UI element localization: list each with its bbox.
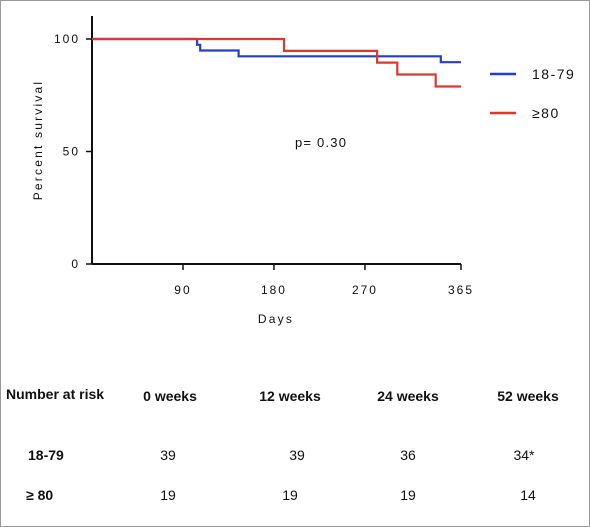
risk-cell: 39 [160, 447, 176, 463]
x-tick-label: 365 [448, 283, 474, 297]
legend-label: ≥80 [532, 105, 560, 121]
risk-col-header: 0 weeks [143, 388, 197, 404]
risk-table-title: Number at risk [6, 386, 105, 402]
p-value-annotation: p= 0.30 [295, 135, 347, 150]
risk-col-header: 52 weeks [497, 388, 559, 404]
y-tick-label: 50 [63, 145, 80, 159]
series-line-2 [92, 37, 461, 88]
chart-ticks: 0 50 100 90 180 270 365 [54, 32, 474, 297]
series-line-1 [92, 37, 461, 64]
risk-col-header: 24 weeks [377, 388, 439, 404]
survival-chart: 0 50 100 90 180 270 365 p= 0.30 Percent surviv… [31, 16, 575, 326]
risk-row-label: ≥ 80 [26, 487, 54, 503]
x-tick-label: 90 [174, 283, 191, 297]
risk-cell: 14 [520, 487, 536, 503]
chart-legend: 18-79 ≥80 [490, 66, 575, 121]
y-tick-label: 0 [71, 257, 80, 271]
risk-cell: 19 [160, 487, 176, 503]
y-axis-title: Percent survival [31, 80, 45, 201]
x-tick-label: 270 [352, 283, 378, 297]
x-axis-title: Days [258, 312, 294, 326]
x-tick-label: 180 [261, 283, 287, 297]
risk-cell: 39 [289, 447, 305, 463]
y-tick-label: 100 [54, 32, 80, 46]
risk-row-label: 18-79 [28, 447, 64, 463]
legend-label: 18-79 [532, 66, 575, 82]
chart-axes [91, 16, 461, 265]
risk-cell: 19 [400, 487, 416, 503]
risk-cell: 34* [513, 447, 535, 463]
risk-cell: 36 [400, 447, 416, 463]
risk-cell: 19 [282, 487, 298, 503]
risk-col-header: 12 weeks [259, 388, 321, 404]
chart-series [92, 37, 461, 88]
